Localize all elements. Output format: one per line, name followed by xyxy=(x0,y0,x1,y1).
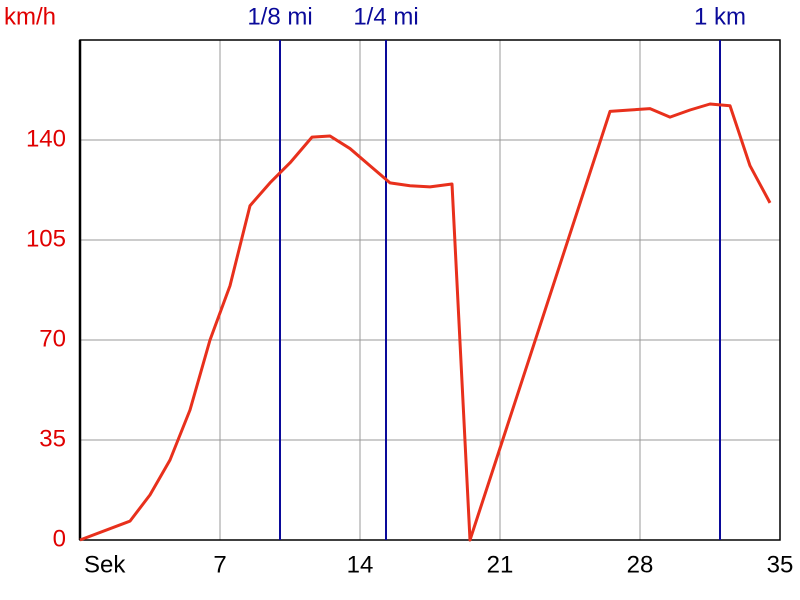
distance-label: 1/4 mi xyxy=(353,3,418,30)
y-tick-label: 140 xyxy=(26,125,66,152)
y-tick-label: 0 xyxy=(53,525,66,552)
x-tick-label: 35 xyxy=(767,551,794,578)
y-unit: km/h xyxy=(4,3,56,30)
speed-line xyxy=(79,102,772,542)
y-tick-label: 105 xyxy=(26,225,66,252)
x-tick-label: 14 xyxy=(347,551,374,578)
y-tick-label: 35 xyxy=(39,425,66,452)
y-tick-label: 70 xyxy=(39,325,66,352)
x-tick-label: 21 xyxy=(487,551,514,578)
distance-label: 1/8 mi xyxy=(247,3,312,30)
distance-label: 1 km xyxy=(694,3,746,30)
x-tick-label: Sek xyxy=(84,551,126,578)
x-tick-label: 28 xyxy=(627,551,654,578)
x-tick-label: 7 xyxy=(213,551,226,578)
